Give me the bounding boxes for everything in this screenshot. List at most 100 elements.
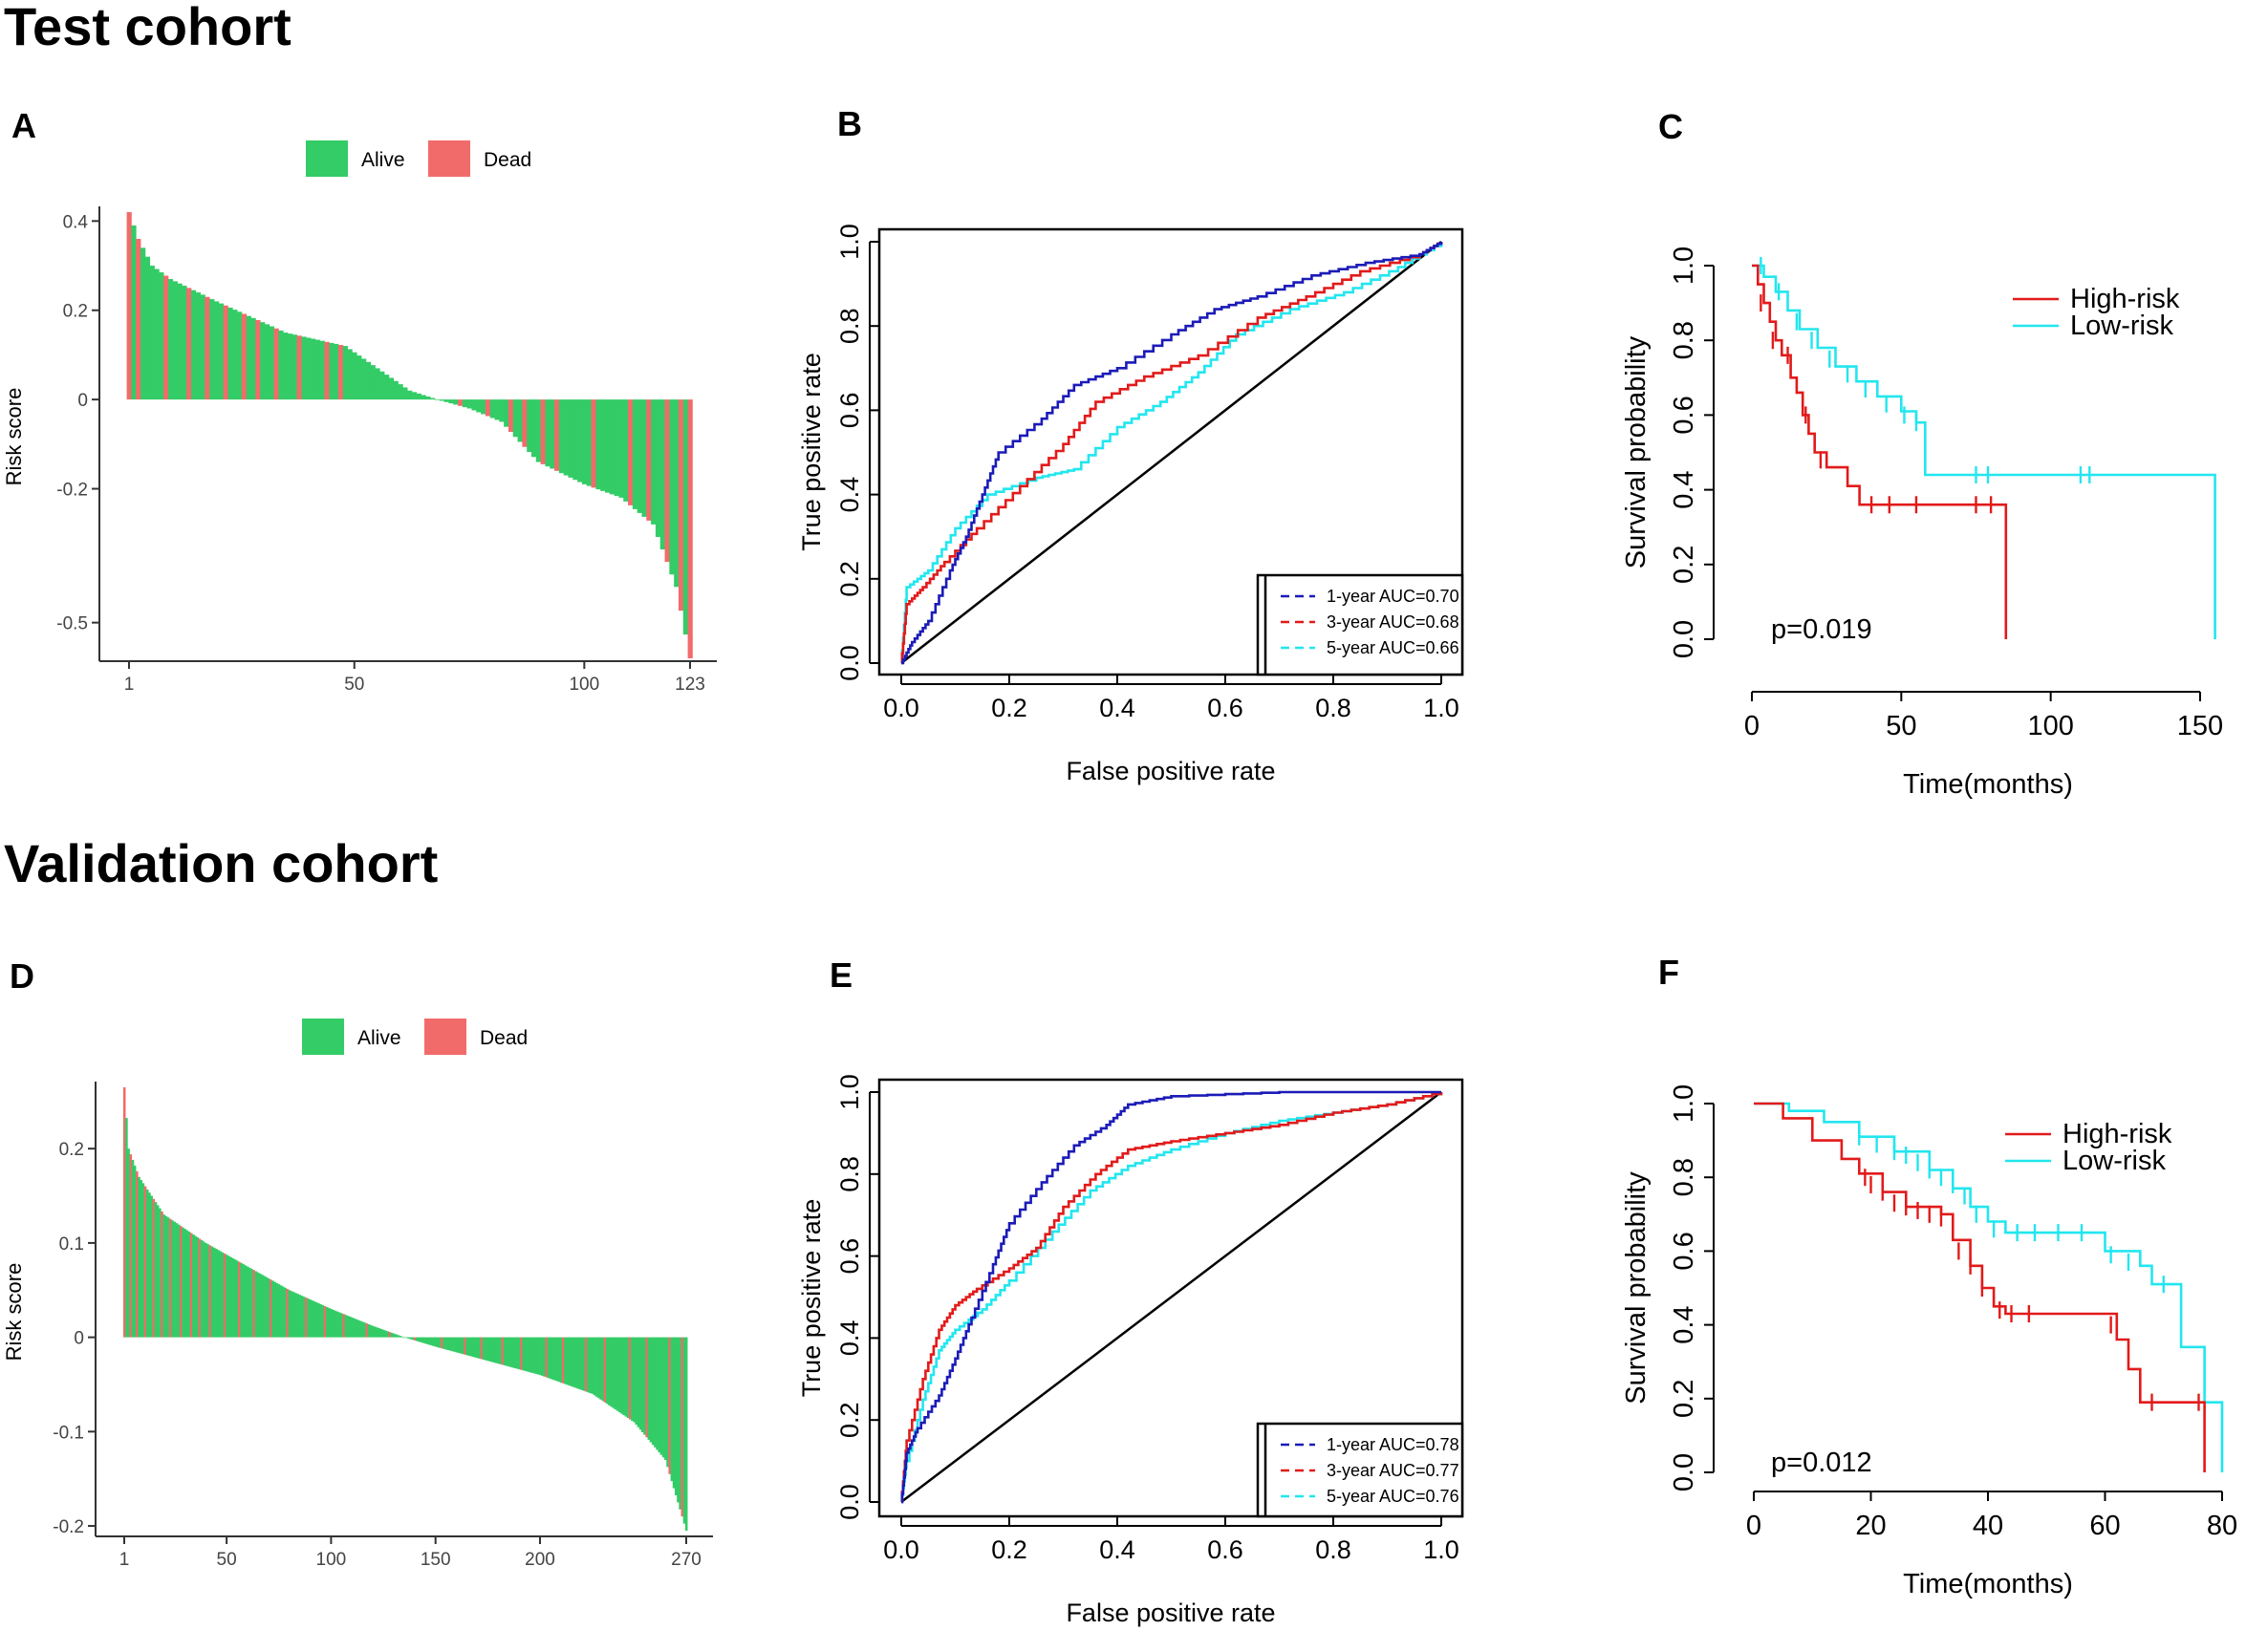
x-tick-label: 0.2 [991, 694, 1027, 722]
bar-alive [601, 1337, 605, 1402]
bar-alive [292, 334, 298, 400]
x-tick-label: 50 [217, 1550, 237, 1570]
y-axis-label: Risk score [2, 1263, 26, 1362]
bar-alive [125, 1118, 128, 1338]
bar-alive [275, 1282, 279, 1338]
bar-alive [453, 1337, 456, 1352]
bar-dead [255, 320, 261, 400]
bar-alive [311, 338, 316, 400]
bar-alive [577, 399, 583, 483]
bar-alive [221, 1252, 225, 1338]
bar-alive [549, 1337, 552, 1380]
bar-dead [668, 1337, 672, 1474]
p-value-label: p=0.012 [1771, 1448, 1872, 1478]
bar-alive [432, 1337, 436, 1346]
bar-alive [528, 1337, 531, 1373]
bar-alive [618, 399, 624, 498]
legend-label: 3-year AUC=0.77 [1327, 1461, 1459, 1480]
bar-alive [190, 290, 197, 400]
bar-dead [687, 399, 693, 658]
bar-alive [148, 1192, 151, 1338]
bar-alive [335, 1311, 339, 1338]
bar-alive [666, 1337, 669, 1468]
x-tick-label: 0.8 [1315, 1535, 1351, 1564]
bar-alive [421, 1337, 425, 1343]
bar-alive [605, 1337, 609, 1405]
y-axis-label: True positive rate [797, 353, 826, 551]
bar-alive [379, 371, 385, 400]
bar-alive [300, 1296, 304, 1338]
bar-alive [392, 1333, 396, 1338]
bar-dead [342, 1314, 346, 1338]
bar-alive [661, 1337, 665, 1458]
bar-alive [517, 399, 523, 442]
bar-dead [163, 275, 169, 400]
bar-dead [143, 1186, 147, 1338]
bar-alive [594, 1337, 598, 1397]
bar-alive [384, 375, 390, 400]
p-value-label: p=0.019 [1771, 614, 1872, 645]
bar-alive [641, 399, 647, 517]
bar-alive [381, 1329, 385, 1338]
bar-alive [340, 1313, 343, 1338]
bar-alive [313, 1301, 316, 1338]
bar-alive [438, 1337, 442, 1348]
bar-alive [227, 307, 233, 400]
bar-alive [434, 399, 441, 400]
bar-dead [198, 1238, 202, 1338]
bar-alive [166, 1217, 170, 1338]
y-tick-label: 0.1 [59, 1234, 84, 1255]
bar-alive [150, 1195, 153, 1338]
bar-alive [664, 1337, 667, 1460]
bar-alive [512, 399, 518, 438]
x-tick-label: 0.2 [991, 1535, 1027, 1564]
bar-alive [164, 1215, 168, 1338]
x-tick-label: 100 [316, 1550, 347, 1570]
y-tick-label: 0 [74, 1329, 84, 1349]
bar-alive [574, 1337, 577, 1388]
bar-dead [458, 399, 464, 406]
bar-alive [478, 1337, 482, 1359]
bar-alive [608, 1337, 611, 1405]
bar-alive [578, 1337, 582, 1390]
bar-alive [614, 1337, 617, 1410]
bar-alive [131, 1160, 135, 1338]
bar-alive [402, 387, 408, 400]
x-tick-label: 1.0 [1423, 1535, 1459, 1564]
bar-alive [240, 1262, 243, 1338]
bar-alive [342, 346, 348, 400]
bar-alive [425, 397, 431, 400]
bar-alive [436, 1337, 440, 1348]
bar-alive [633, 1337, 636, 1423]
bar-alive [407, 390, 413, 400]
bar-alive [658, 1337, 661, 1453]
x-tick-label: 0.4 [1099, 694, 1135, 722]
bar-alive [167, 279, 174, 400]
bar-alive [439, 399, 444, 401]
bar-alive [154, 268, 160, 400]
legend-label: 5-year AUC=0.76 [1327, 1487, 1459, 1506]
bar-alive [682, 1337, 686, 1524]
y-axis-label: True positive rate [797, 1199, 826, 1398]
bar-alive [141, 1183, 145, 1338]
bar-alive [489, 399, 495, 418]
legend-label: High-risk [2062, 1119, 2172, 1149]
bar-alive [428, 1337, 431, 1345]
bar-dead [296, 335, 302, 400]
bar-alive [622, 1337, 625, 1416]
bar-alive [558, 399, 565, 474]
bar-alive [423, 1337, 427, 1344]
bar-alive [609, 399, 615, 495]
bar-alive [344, 1315, 348, 1338]
x-tick-label: 0.6 [1207, 694, 1243, 722]
bar-alive [670, 1337, 674, 1482]
bar-alive [138, 1176, 140, 1338]
bar-alive [557, 1337, 561, 1383]
bar-alive [196, 1236, 199, 1338]
x-tick-label: 123 [675, 675, 705, 695]
bar-dead [365, 1323, 369, 1338]
bar-alive [154, 1202, 158, 1338]
bar-alive [466, 399, 472, 409]
bar-alive [568, 1337, 572, 1386]
bar-alive [319, 340, 325, 400]
